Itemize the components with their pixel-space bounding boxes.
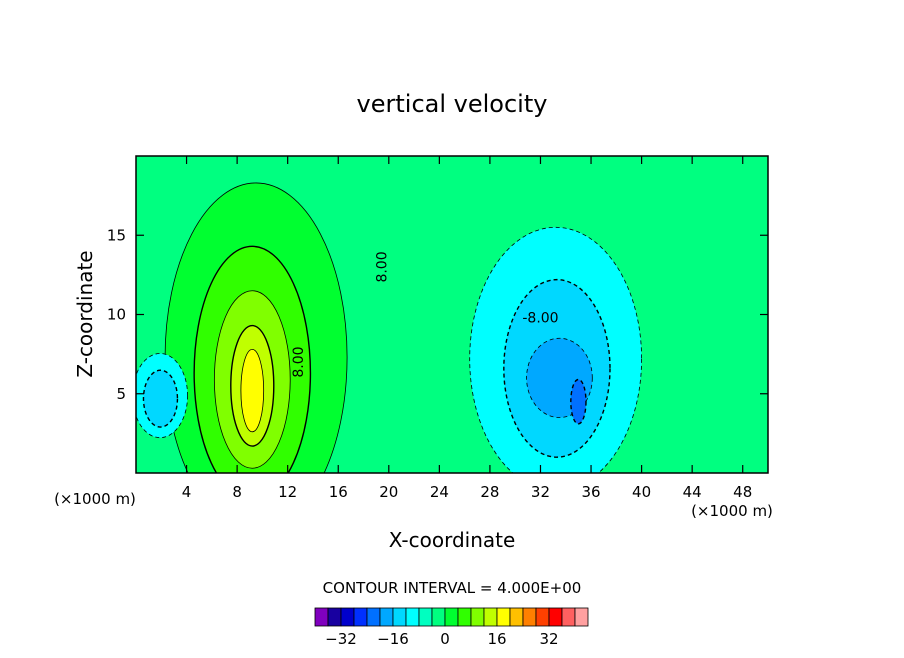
colorbar-tick-label: −32 — [325, 630, 357, 648]
colorbar-swatch — [327, 607, 342, 627]
colorbar-tick-label: 0 — [440, 630, 450, 648]
colorbar-swatch — [483, 607, 498, 627]
x-tick-label: 16 — [329, 483, 348, 501]
colorbar-swatch — [470, 607, 485, 627]
colorbar-swatch — [405, 607, 420, 627]
y-tick-label: 10 — [107, 306, 126, 324]
x-axis-ticks: 4 8 12 16 20 24 28 32 36 40 44 48 — [182, 156, 752, 501]
colorbar-swatch — [561, 607, 576, 627]
x-tick-label: 36 — [581, 483, 600, 501]
contour-label: 8.00 — [374, 251, 390, 282]
colorbar-swatch — [418, 607, 433, 627]
x-tick-label: 32 — [531, 483, 550, 501]
colorbar-tick-label: −16 — [377, 630, 409, 648]
x-tick-label: 24 — [430, 483, 449, 501]
x-tick-label: 44 — [683, 483, 702, 501]
x-unit-label-right: (×1000 m) — [691, 502, 773, 520]
colorbar-swatch — [574, 607, 589, 627]
y-axis-label: Z-coordinate — [73, 250, 97, 377]
colorbar-swatch — [548, 607, 563, 627]
x-unit-label-left: (×1000 m) — [54, 490, 136, 508]
colorbar-swatch — [340, 607, 355, 627]
colorbar-tick-labels: −32 −16 0 16 32 — [325, 630, 558, 648]
x-tick-label: 20 — [379, 483, 398, 501]
colorbar-swatch — [444, 607, 459, 627]
colorbar-swatch — [392, 607, 407, 627]
updraft-contour-20 — [240, 348, 265, 433]
x-tick-label: 4 — [182, 483, 192, 501]
colorbar-tick-label: 32 — [539, 630, 558, 648]
colorbar-swatch — [353, 607, 368, 627]
colorbar-swatch — [314, 607, 329, 627]
contour-interval-text: CONTOUR INTERVAL = 4.000E+00 — [323, 579, 582, 597]
downdraft-contour--8 — [142, 369, 179, 428]
colorbar-swatch — [509, 607, 524, 627]
contour-label: 8.00 — [291, 346, 307, 377]
contour-label: -8.00 — [522, 310, 558, 326]
downdraft-contour--16 — [570, 378, 587, 425]
chart-title: vertical velocity — [357, 90, 548, 118]
x-tick-label: 8 — [232, 483, 242, 501]
x-tick-label: 28 — [480, 483, 499, 501]
contour-labels: 8.00 8.00 -8.00 — [291, 251, 559, 377]
x-tick-label: 40 — [632, 483, 651, 501]
colorbar-swatch — [379, 607, 394, 627]
contour-fields — [136, 182, 642, 473]
colorbar-swatch — [496, 607, 511, 627]
colorbar-tick-label: 16 — [487, 630, 506, 648]
y-tick-label: 15 — [107, 226, 126, 244]
colorbar-swatch — [431, 607, 446, 627]
colorbar-swatch — [522, 607, 537, 627]
x-axis-label: X-coordinate — [389, 528, 516, 552]
x-tick-label: 48 — [733, 483, 752, 501]
colorbar — [314, 607, 589, 627]
y-tick-label: 5 — [116, 385, 126, 403]
y-axis-ticks: 5 10 15 — [107, 226, 768, 403]
colorbar-swatch — [457, 607, 472, 627]
colorbar-swatch — [535, 607, 550, 627]
colorbar-swatch — [366, 607, 381, 627]
x-tick-label: 12 — [278, 483, 297, 501]
